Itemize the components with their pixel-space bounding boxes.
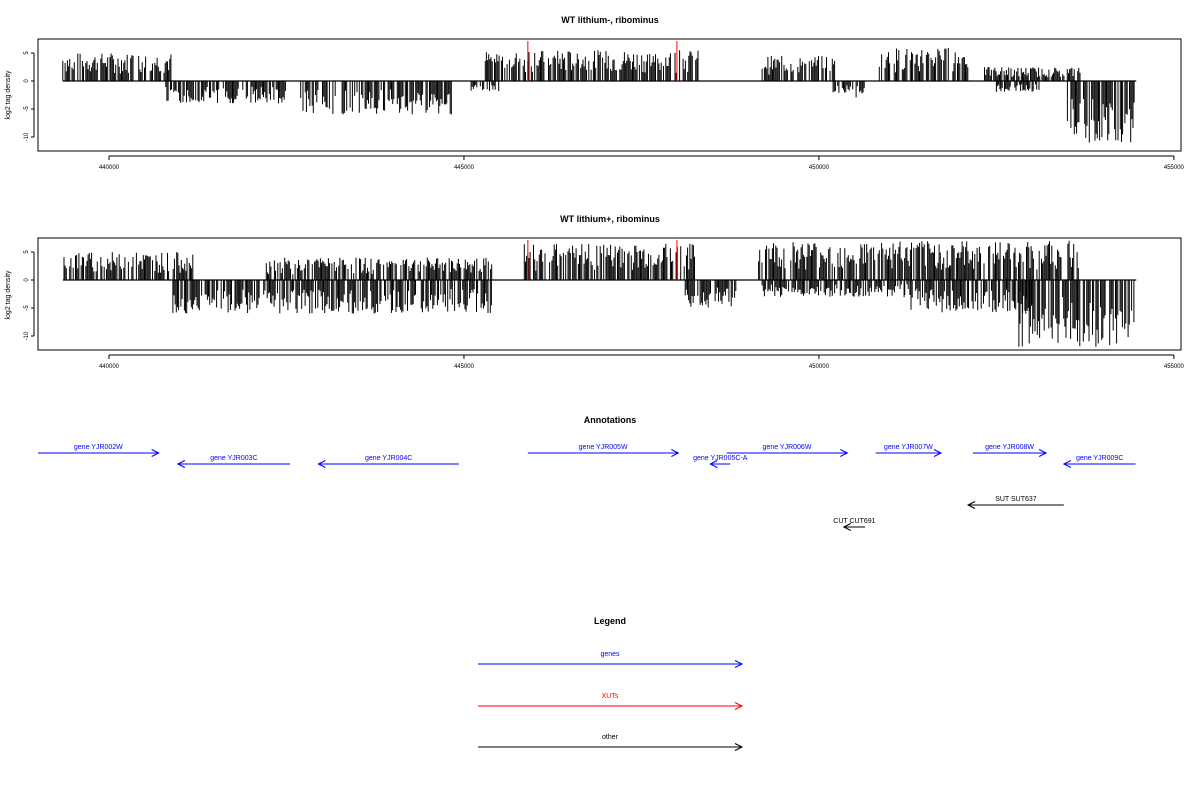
arrow-head: [840, 449, 849, 457]
annotations-track: Annotations gene YJR002W gene YJR003C gene…: [38, 415, 1136, 531]
arrow-head: [842, 523, 852, 531]
plot-frame: [37, 237, 1182, 351]
arrow-head: [671, 449, 680, 457]
feature-label: gene YJR005W: [579, 444, 628, 451]
y-tick-label: 0: [24, 79, 30, 83]
feature-arrow: gene YJR002W: [38, 444, 160, 457]
signal-bars: [63, 240, 1135, 347]
plot-frame: [37, 38, 1182, 152]
feature-label: gene YJR009C: [1076, 455, 1123, 462]
feature-label: gene YJR005C-A: [693, 455, 748, 462]
arrow-head: [317, 460, 326, 468]
axes: 440000 445000 450000 455000 5 0 -5 -10: [24, 240, 1185, 370]
legend-item: genes: [478, 651, 744, 668]
feature-label: gene YJR003C: [210, 455, 257, 462]
feature-arrow: gene YJR004C: [317, 455, 459, 468]
feature-label: gene YJR004C: [365, 455, 412, 462]
x-tick-label: 450000: [809, 165, 830, 171]
y-tick-label: -5: [24, 305, 30, 311]
arrow-head: [734, 702, 744, 710]
x-tick-label: 445000: [454, 165, 475, 171]
x-tick-label: 450000: [809, 364, 830, 370]
feature-label: SUT SUT637: [995, 496, 1037, 503]
y-tick-label: 0: [24, 278, 30, 282]
legend-title: Legend: [594, 616, 626, 626]
feature-arrow: gene YJR003C: [176, 455, 291, 468]
x-tick-label: 440000: [99, 364, 120, 370]
y-tick-label: -10: [24, 132, 30, 141]
feature-arrow: gene YJR009C: [1062, 455, 1136, 468]
arrow-head: [176, 460, 186, 468]
y-axis-label: log2 tag density: [5, 270, 12, 320]
feature-label: gene YJR007W: [884, 444, 933, 451]
arrow-head: [709, 460, 718, 468]
chart-title: WT lithium-, ribominus: [561, 15, 659, 25]
chart-panel-lithium-plus: WT lithium+, ribominus log2 tag density …: [5, 214, 1185, 370]
legend-label: XUTs: [602, 693, 619, 700]
arrow-head: [151, 449, 160, 457]
arrow-head: [734, 660, 744, 668]
arrow-head: [933, 449, 943, 457]
chart-panel-lithium-minus: WT lithium-, ribominus log2 tag density …: [5, 15, 1185, 171]
feature-arrow: gene YJR005C-A: [693, 455, 748, 468]
feature-label: gene YJR006W: [763, 444, 812, 451]
x-tick-label: 440000: [99, 165, 120, 171]
chart-title: WT lithium+, ribominus: [560, 214, 660, 224]
feature-label: CUT CUT691: [833, 518, 875, 525]
signal-bars: [62, 47, 1135, 143]
arrow-head: [1038, 449, 1048, 457]
x-tick-label: 455000: [1164, 165, 1185, 171]
legend: Legend genes XUTs other: [478, 616, 744, 751]
legend-label: other: [602, 734, 619, 741]
feature-arrow: gene YJR005W: [527, 444, 680, 457]
feature-arrow: gene YJR007W: [875, 444, 943, 457]
feature-arrow: gene YJR008W: [972, 444, 1048, 457]
y-tick-label: 5: [24, 250, 30, 254]
legend-item: XUTs: [478, 693, 744, 710]
arrow-head: [734, 743, 744, 751]
legend-label: genes: [600, 651, 620, 658]
y-tick-label: -10: [24, 331, 30, 340]
arrow-head: [966, 501, 976, 509]
y-tick-label: 5: [24, 51, 30, 55]
annotations-title: Annotations: [584, 415, 637, 425]
feature-arrow: gene YJR006W: [726, 444, 849, 457]
feature-label: gene YJR002W: [74, 444, 123, 451]
feature-arrow: CUT CUT691: [833, 518, 876, 531]
feature-label: gene YJR008W: [985, 444, 1034, 451]
y-axis-label: log2 tag density: [5, 70, 12, 120]
legend-item: other: [478, 734, 744, 751]
y-tick-label: -5: [24, 106, 30, 112]
feature-arrow: SUT SUT637: [966, 496, 1064, 509]
x-tick-label: 445000: [454, 364, 475, 370]
axes: 440000 445000 450000 455000 5 0 -5 -10: [24, 41, 1185, 171]
x-tick-label: 455000: [1164, 364, 1185, 370]
arrow-head: [1062, 460, 1072, 468]
